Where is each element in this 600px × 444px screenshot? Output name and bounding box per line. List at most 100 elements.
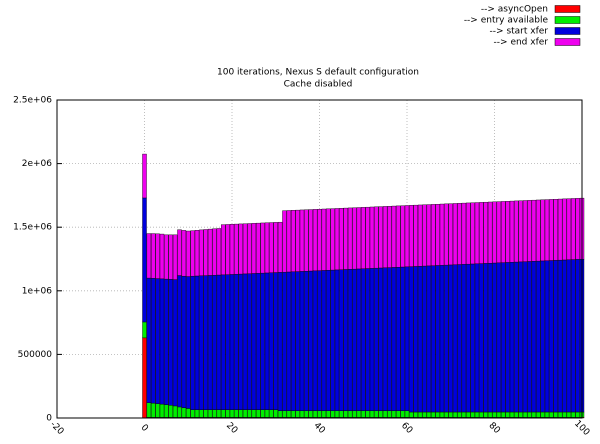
bar-segment: [317, 270, 322, 411]
bar-segment: [242, 273, 248, 410]
bar-segment: [387, 410, 392, 418]
bar-segment: [308, 209, 313, 272]
bar-segment: [251, 273, 257, 410]
bar-segment: [317, 208, 322, 271]
bar-segment: [435, 411, 440, 418]
bar-segment: [277, 410, 283, 418]
bar-segment: [566, 198, 572, 260]
bar-segment: [225, 274, 230, 410]
bar-segment: [396, 267, 401, 411]
legend-swatch: [554, 38, 581, 46]
bar-segment: [221, 224, 226, 276]
bar-segment: [571, 198, 576, 260]
bar-segment: [448, 411, 453, 418]
bar-segment: [286, 210, 292, 273]
bar-segment: [247, 273, 252, 410]
bar-segment: [186, 276, 191, 409]
bar-segment: [159, 278, 165, 405]
bar-segment: [474, 263, 480, 413]
bar-segment: [269, 409, 274, 418]
bar-segment: [387, 206, 392, 268]
bar-segment: [378, 410, 383, 418]
bar-segment: [264, 272, 270, 410]
bar-segment: [514, 200, 519, 263]
bar-segment: [448, 264, 453, 413]
bar-segment: [470, 263, 475, 413]
bar-segment: [330, 410, 335, 418]
bar-segment: [203, 275, 208, 410]
y-tick-label: 1.5e+06: [13, 223, 52, 233]
bar-segment: [356, 268, 362, 411]
bar-segment: [422, 204, 427, 267]
bar-segment: [330, 269, 335, 411]
legend-label: --> asyncOpen: [481, 5, 548, 15]
bar-segment: [260, 272, 265, 410]
bar-segment: [409, 266, 414, 413]
bar-segment: [518, 200, 523, 263]
bar-segment: [339, 410, 344, 418]
bar-segment: [347, 410, 353, 418]
bar-segment: [295, 410, 300, 418]
bar-segment: [400, 410, 405, 418]
bar-segment: [242, 409, 248, 418]
bar-segment: [457, 264, 462, 413]
bar-segment: [177, 275, 182, 408]
bar-segment: [466, 263, 471, 413]
bar-segment: [164, 234, 169, 280]
bar-segment: [422, 265, 427, 413]
bar-segment: [251, 409, 257, 418]
bar-segment: [409, 411, 414, 418]
bar-segment: [304, 271, 309, 411]
bar-segment: [260, 409, 265, 418]
bar-segment: [142, 153, 147, 199]
bar-segment: [404, 410, 410, 418]
bar-segment: [343, 269, 348, 411]
bar-segment: [396, 410, 401, 418]
bar-segment: [352, 207, 357, 270]
bar-segment: [334, 410, 340, 418]
bar-segment: [251, 223, 257, 274]
bar-segment: [291, 410, 296, 418]
y-tick-label: 2.5e+06: [13, 96, 52, 106]
bar-segment: [466, 202, 471, 265]
bar-segment: [212, 409, 217, 418]
legend-label: --> entry available: [464, 16, 549, 26]
bar-segment: [225, 224, 230, 275]
bar-segment: [264, 222, 270, 274]
legend-swatch: [554, 5, 581, 13]
bar-segment: [457, 411, 462, 418]
bar-segment: [536, 199, 541, 262]
bar-segment: [544, 199, 550, 261]
bar-segment: [483, 411, 488, 418]
bar-segment: [273, 272, 278, 410]
bar-segment: [186, 230, 191, 277]
bar-segment: [382, 410, 388, 418]
bar-segment: [553, 411, 558, 418]
bar-segment: [487, 262, 493, 413]
bar-segment: [168, 279, 173, 406]
bar-segment: [330, 208, 335, 271]
bar-segment: [457, 203, 462, 265]
bar-segment: [334, 208, 340, 271]
bar-segment: [492, 262, 497, 413]
bar-segment: [566, 411, 572, 418]
bar-segment: [452, 264, 458, 413]
bar-segment: [212, 228, 217, 276]
bar-segment: [527, 261, 532, 413]
bar-segment: [417, 411, 423, 418]
bar-segment: [439, 411, 445, 418]
bar-segment: [256, 273, 261, 410]
bar-segment: [256, 222, 261, 274]
bar-segment: [365, 410, 370, 418]
bar-segment: [400, 205, 405, 268]
bar-segment: [155, 278, 160, 404]
bar-segment: [190, 275, 195, 410]
bar-segment: [203, 409, 208, 418]
bar-segment: [571, 411, 576, 418]
bar-segment: [308, 410, 313, 418]
bar-segment: [317, 410, 322, 418]
bar-segment: [417, 266, 423, 413]
bar-segment: [177, 406, 182, 418]
bar-segment: [326, 270, 331, 411]
bar-segment: [527, 200, 532, 262]
